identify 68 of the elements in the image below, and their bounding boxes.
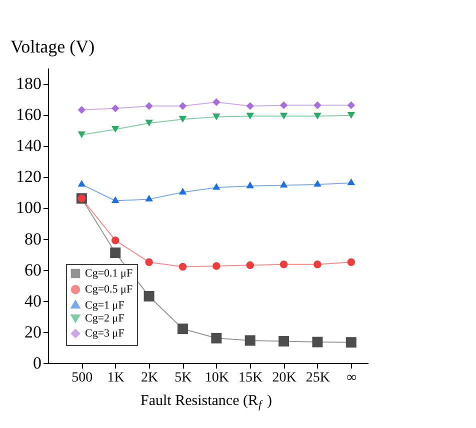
y-tick-label: 20 [24, 322, 42, 342]
point [212, 98, 220, 106]
point [280, 112, 288, 120]
y-tick-label: 120 [16, 167, 42, 186]
point [312, 336, 323, 348]
point [246, 102, 254, 110]
y-tick-label: 60 [24, 260, 42, 280]
point [212, 114, 220, 120]
x-tick-label: 15K [238, 370, 263, 386]
point [347, 112, 356, 119]
x-tick-label: 2K [140, 370, 158, 386]
point [145, 194, 153, 202]
point [78, 106, 86, 114]
y-tick-label: 160 [16, 105, 42, 124]
point [280, 260, 288, 268]
point [178, 102, 187, 110]
y-tick-label: 40 [24, 291, 42, 310]
point [178, 116, 187, 123]
legend-label: Cg=2 μF [85, 312, 124, 324]
x-tick-label: ∞ [346, 370, 357, 386]
point [78, 131, 86, 138]
point [177, 324, 188, 334]
y-axis-title: Voltage (V) [10, 36, 95, 56]
y-tick-label: 100 [16, 198, 42, 218]
point [280, 180, 288, 188]
point [110, 248, 121, 258]
point [212, 262, 220, 270]
point [145, 102, 153, 110]
point [212, 183, 220, 190]
legend-label: Cg=1 μF [85, 300, 124, 312]
point [314, 180, 322, 187]
point [145, 120, 153, 126]
point [314, 101, 322, 110]
y-tick-label: 140 [16, 136, 42, 156]
point [246, 112, 254, 120]
y-tick-label: 0 [33, 354, 42, 372]
x-tick-label: 5K [174, 370, 192, 386]
x-tick-label: 20K [272, 370, 296, 386]
x-tick-label: 10K [204, 370, 229, 386]
legend-label: Cg=3 μF [85, 328, 124, 340]
point [111, 104, 120, 112]
point [178, 188, 187, 194]
x-tick-label: 1K [107, 370, 124, 386]
point [246, 261, 254, 270]
point [314, 260, 322, 268]
point [178, 262, 187, 271]
y-tick-label: 80 [24, 229, 42, 248]
x-tick-label: 25K [306, 370, 330, 386]
legend-label: Cg=0.1 μF [85, 268, 133, 280]
point [314, 112, 322, 120]
point [211, 332, 222, 344]
x-tick-label: 500 [72, 370, 93, 386]
point [246, 182, 254, 188]
point [144, 290, 154, 302]
point [111, 236, 120, 244]
point [347, 101, 356, 110]
point [278, 336, 290, 347]
point [347, 258, 356, 266]
point [111, 196, 120, 203]
legend-label: Cg=0.5 μF [85, 284, 133, 296]
point [280, 101, 288, 110]
point [145, 258, 153, 266]
point [346, 337, 356, 348]
point [111, 126, 120, 133]
y-tick-label: 180 [16, 74, 42, 94]
point [244, 335, 256, 346]
point [347, 178, 356, 186]
point [78, 180, 86, 187]
